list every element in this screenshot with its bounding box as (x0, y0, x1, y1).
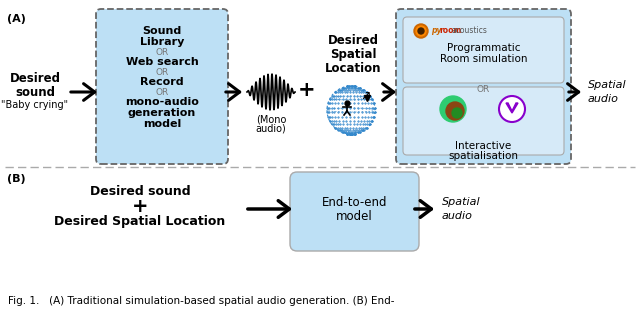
Text: audio: audio (588, 94, 619, 104)
Text: audio: audio (442, 211, 473, 221)
Text: +: + (132, 196, 148, 215)
FancyBboxPatch shape (403, 17, 564, 83)
Text: +: + (298, 80, 316, 100)
Text: Web search: Web search (125, 57, 198, 67)
FancyBboxPatch shape (290, 172, 419, 251)
Text: "Baby crying": "Baby crying" (1, 100, 68, 110)
Text: OR: OR (477, 84, 490, 93)
FancyBboxPatch shape (396, 9, 571, 164)
Text: OR: OR (156, 68, 168, 77)
Text: generation: generation (128, 108, 196, 118)
Text: Desired Spatial Location: Desired Spatial Location (54, 215, 226, 229)
Circle shape (418, 28, 424, 34)
Text: OR: OR (156, 48, 168, 57)
Polygon shape (506, 103, 518, 113)
Text: Library: Library (140, 37, 184, 47)
Text: Desired sound: Desired sound (90, 185, 190, 197)
Text: End-to-end: End-to-end (322, 195, 387, 209)
Circle shape (416, 26, 426, 36)
Text: Location: Location (324, 62, 381, 74)
Text: (Mono: (Mono (256, 114, 286, 124)
Text: ↗: ↗ (360, 90, 371, 102)
Text: Spatial: Spatial (588, 80, 627, 90)
Text: sound: sound (15, 86, 55, 99)
Text: Sound: Sound (142, 26, 182, 36)
Text: Fig. 1.   (A) Traditional simulation-based spatial audio generation. (B) End-: Fig. 1. (A) Traditional simulation-based… (8, 296, 394, 306)
FancyBboxPatch shape (96, 9, 228, 164)
Circle shape (452, 108, 462, 118)
Text: room: room (439, 25, 461, 34)
Text: Interactive: Interactive (456, 141, 511, 151)
Circle shape (414, 24, 428, 38)
Text: (B): (B) (7, 174, 26, 184)
Text: model: model (143, 119, 181, 129)
Text: OR: OR (156, 88, 168, 97)
Text: Programmatic: Programmatic (447, 43, 520, 53)
Text: model: model (336, 211, 373, 223)
Text: Desired: Desired (328, 33, 378, 46)
Text: spatialisation: spatialisation (449, 151, 518, 161)
Circle shape (446, 102, 464, 120)
Circle shape (440, 96, 466, 122)
Text: Spatial: Spatial (442, 197, 481, 207)
Text: acoustics: acoustics (451, 25, 487, 34)
Text: audio): audio) (255, 123, 286, 133)
Text: Desired: Desired (10, 71, 61, 84)
FancyBboxPatch shape (403, 87, 564, 155)
Text: mono-audio: mono-audio (125, 97, 199, 107)
Text: Room simulation: Room simulation (440, 54, 527, 64)
Circle shape (499, 96, 525, 122)
Text: Record: Record (140, 77, 184, 87)
Text: Spatial: Spatial (330, 48, 376, 61)
Text: py: py (431, 25, 442, 34)
Text: (A): (A) (7, 14, 26, 24)
